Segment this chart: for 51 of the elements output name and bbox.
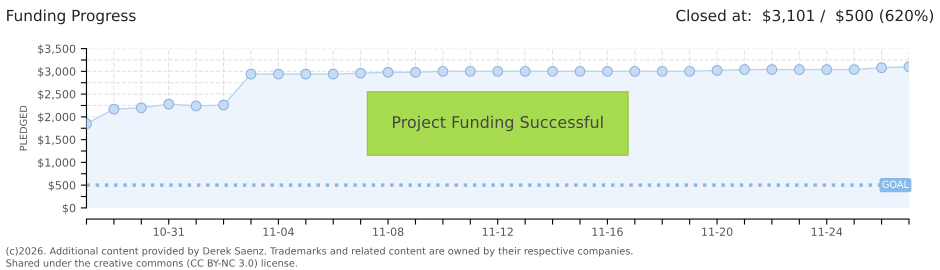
x-tick-label: 11-12 — [482, 228, 513, 236]
point — [300, 68, 312, 80]
point — [656, 66, 668, 77]
x-tick-label: 10-31 — [154, 228, 184, 236]
point — [382, 66, 394, 78]
chart-title: Funding Progress — [7, 9, 136, 24]
point — [136, 102, 147, 114]
y-tick-label: $3,500 — [38, 44, 76, 54]
point — [739, 64, 750, 75]
y-tick-label: $2,500 — [38, 90, 76, 100]
point — [848, 64, 860, 75]
point — [492, 66, 504, 77]
point — [876, 62, 887, 74]
point — [821, 64, 832, 75]
y-tick-label: $1,000 — [38, 158, 76, 168]
point — [272, 68, 284, 80]
point — [355, 68, 366, 79]
point — [410, 66, 421, 78]
point — [602, 66, 613, 77]
y-tick-label: $3,000 — [38, 67, 76, 78]
point — [794, 64, 805, 75]
x-tick-label: 11-24 — [812, 228, 842, 236]
x-tick-label: 11-20 — [702, 228, 732, 236]
point — [218, 100, 229, 110]
text: (c)2026. Additional content provided by Derek Saenz. Trademarks and related content are owned by their respective companies. — [6, 247, 632, 256]
y-tick-label: $2,000 — [38, 112, 76, 123]
y-axis-title: PLEDGED — [20, 106, 27, 150]
point — [464, 66, 476, 77]
x-tick-label: 11-08 — [373, 228, 404, 236]
point — [190, 100, 202, 112]
point — [574, 66, 586, 77]
x-tick-label: 11-16 — [592, 228, 623, 236]
point — [246, 68, 256, 80]
y-tick-label: $1,500 — [38, 135, 76, 146]
point — [547, 66, 558, 77]
point — [684, 66, 696, 77]
point — [629, 66, 640, 77]
point — [766, 64, 778, 75]
point — [437, 66, 448, 77]
ref-line-label: GOAL — [882, 180, 909, 188]
point — [163, 98, 174, 110]
point — [108, 104, 120, 115]
y-tick-label: $0 — [62, 204, 76, 214]
point — [520, 66, 531, 77]
annotation: Project Funding Successful — [392, 116, 603, 132]
y-tick-label: $500 — [48, 180, 76, 191]
x-tick-label: 11-04 — [263, 228, 294, 236]
text: Shared under the creative commons (CC BY-NC 3.0) license. — [6, 259, 297, 268]
point — [328, 68, 339, 80]
chart-subtitle: Closed at: $3,101 / $500 (620%) — [676, 9, 934, 24]
point — [712, 65, 722, 76]
